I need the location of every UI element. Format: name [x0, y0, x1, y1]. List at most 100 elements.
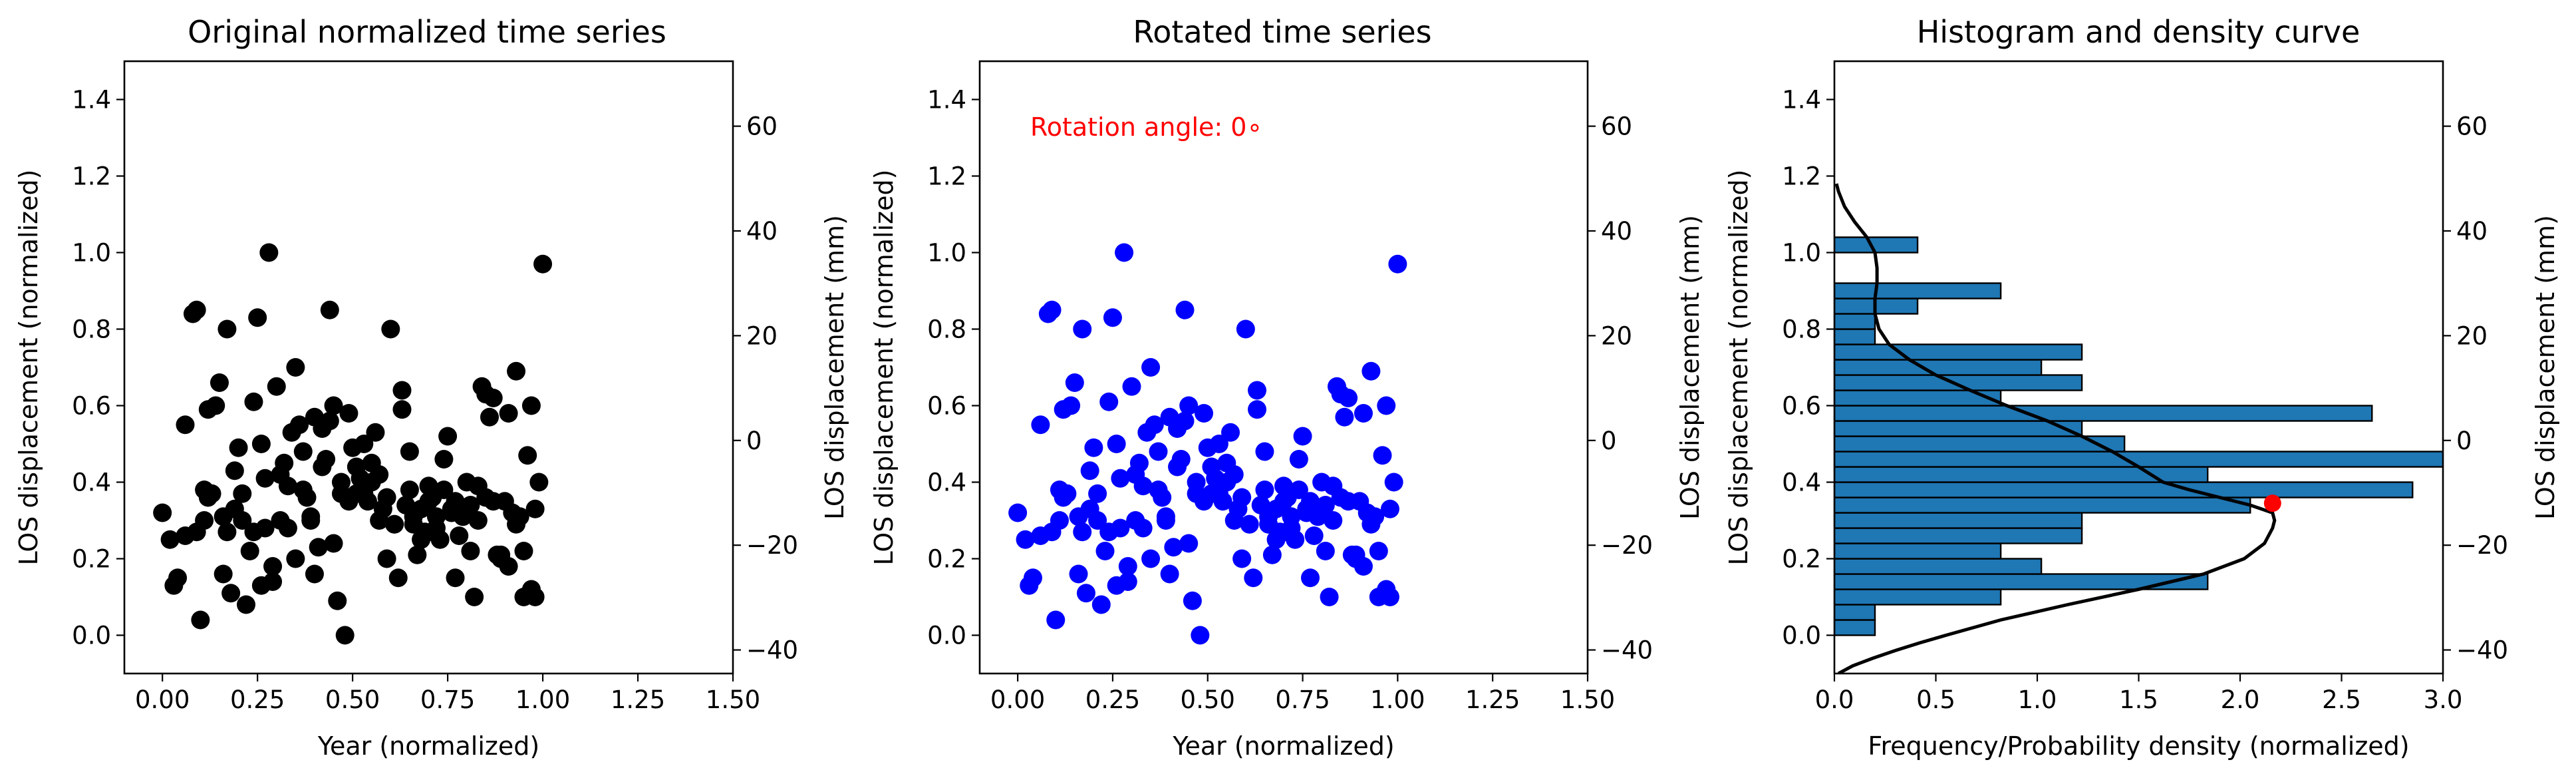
scatter-point [484, 492, 503, 511]
scatter-point [1107, 576, 1126, 595]
scatter-point [465, 588, 484, 606]
x-tick-label: 0.00 [135, 685, 190, 714]
scatter-point [1384, 473, 1403, 492]
histogram-bar [1834, 374, 2083, 391]
panel-rotated-ylabel: LOS displacement (normalized) [869, 170, 899, 566]
x-tick-label: 0.75 [420, 685, 475, 714]
scatter-point [1149, 442, 1168, 461]
x-tick-label: 1.0 [2018, 685, 2057, 714]
scatter-point [514, 542, 533, 560]
scatter-point [1316, 542, 1335, 560]
scatter-point [1339, 492, 1358, 511]
scatter-point [1046, 610, 1066, 630]
scatter-point [214, 564, 233, 584]
scatter-point [461, 542, 480, 560]
scatter-point [1373, 446, 1392, 465]
scatter-point [267, 377, 286, 396]
scatter-point [400, 481, 419, 499]
histogram-bar [1834, 328, 1876, 345]
x-tick-label: 2.0 [2221, 685, 2260, 714]
scatter-point [1388, 254, 1407, 274]
scatter-point [1133, 518, 1153, 538]
scatter-point [278, 518, 297, 538]
scatter-point [1042, 300, 1062, 319]
scatter-point [221, 584, 241, 603]
scatter-point [1202, 484, 1221, 503]
y-tick-label: 1.0 [927, 239, 966, 268]
scatter-point [1320, 588, 1339, 606]
y-right-tick-label: −40 [746, 636, 798, 665]
scatter-point [271, 465, 290, 484]
y-right-tick-label: −20 [746, 531, 798, 560]
scatter-point [335, 626, 355, 645]
scatter-point [206, 396, 225, 415]
histogram-bar [1834, 558, 2043, 575]
scatter-point [1141, 358, 1161, 377]
scatter-point [293, 442, 313, 461]
panel-original-ylabel: LOS displacement (normalized) [14, 170, 43, 566]
scatter-point [237, 595, 255, 614]
scatter-point [153, 503, 172, 522]
scatter-point [1354, 557, 1373, 576]
scatter-point [1221, 423, 1240, 442]
y-tick-label: 0.8 [927, 315, 966, 344]
histogram-bar [1834, 435, 2126, 453]
scatter-point [290, 415, 309, 435]
y-right-tick-label: 40 [1601, 217, 1632, 246]
scatter-point [1073, 522, 1092, 542]
scatter-point [1232, 549, 1252, 568]
scatter-point [160, 530, 180, 549]
y-tick-label: 0.8 [1782, 315, 1821, 344]
panel-rotated-title: Rotated time series [1133, 14, 1431, 50]
scatter-point [339, 404, 358, 423]
scatter-point [1255, 442, 1274, 461]
scatter-point [320, 411, 339, 431]
scatter-point [324, 396, 343, 415]
scatter-point [1369, 542, 1388, 560]
panel-original-frame [123, 60, 734, 675]
y-tick-label: 1.4 [927, 86, 966, 114]
scatter-point [1099, 522, 1119, 542]
x-tick-label: 1.00 [515, 685, 570, 714]
histogram-bar [1834, 542, 2002, 560]
scatter-point [507, 514, 526, 534]
y-right-tick-label: −20 [1601, 531, 1653, 560]
panel-rotated: Rotated time series 0.00 0.25 0.50 0.75 1.00… [869, 14, 1705, 761]
y-right-tick-label: 60 [746, 112, 778, 141]
scatter-point [309, 538, 328, 557]
histogram-bar [1834, 405, 2373, 422]
scatter-point [1160, 564, 1179, 584]
histogram-bar [1834, 420, 2083, 437]
scatter-point [434, 481, 454, 499]
scatter-point [313, 457, 332, 477]
y-right-tick-label: −40 [1601, 636, 1653, 665]
scatter-point [366, 423, 385, 442]
scatter-point [1195, 404, 1214, 423]
x-tick-label: 0.25 [230, 685, 285, 714]
scatter-point [1274, 492, 1293, 511]
scatter-point [1259, 514, 1278, 534]
scatter-point [446, 568, 465, 588]
x-tick-label: 1.50 [1560, 685, 1615, 714]
histogram-bar [1834, 359, 2043, 376]
scatter-point [248, 308, 267, 327]
scatter-point [1324, 477, 1343, 496]
y-tick-label: 0.2 [72, 545, 111, 574]
x-tick-label: 3.0 [2424, 685, 2463, 714]
y-right-tick-label: 0 [2456, 427, 2472, 455]
y-right-tick-label: −20 [2456, 531, 2508, 560]
scatter-point [1289, 481, 1308, 499]
scatter-point [320, 300, 339, 319]
scatter-point [240, 542, 259, 560]
histogram-bar [1834, 604, 1876, 621]
scatter-point [521, 396, 541, 415]
scatter-point [1156, 511, 1175, 530]
scatter-point [187, 300, 206, 319]
scatter-point [214, 507, 233, 526]
y-tick-label: 1.0 [1782, 239, 1821, 268]
x-tick-label: 2.5 [2322, 685, 2361, 714]
scatter-point [1126, 465, 1145, 484]
y-tick-label: 1.4 [1782, 86, 1821, 114]
scatter-point [328, 591, 347, 610]
scatter-point [525, 499, 545, 518]
